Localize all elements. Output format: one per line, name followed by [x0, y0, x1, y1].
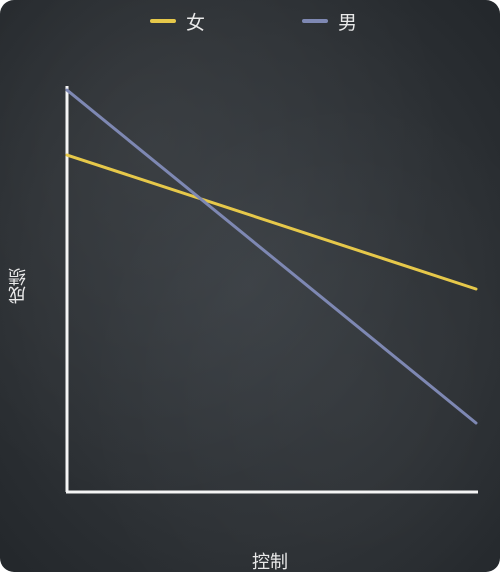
- series-layer: [65, 88, 478, 425]
- legend-item-female: 女: [150, 4, 205, 38]
- x-axis-label: 控制: [252, 552, 288, 572]
- legend-item-male: 男: [302, 4, 357, 38]
- legend-label-male: 男: [338, 11, 358, 34]
- legend-swatch-female: [150, 19, 176, 23]
- legend: 女 男: [0, 4, 500, 38]
- series-line-male: [65, 88, 478, 425]
- y-axis-label: 成绩: [8, 268, 29, 304]
- series-line-female: [65, 153, 478, 291]
- legend-swatch-male: [302, 19, 328, 23]
- legend-label-female: 女: [186, 11, 206, 34]
